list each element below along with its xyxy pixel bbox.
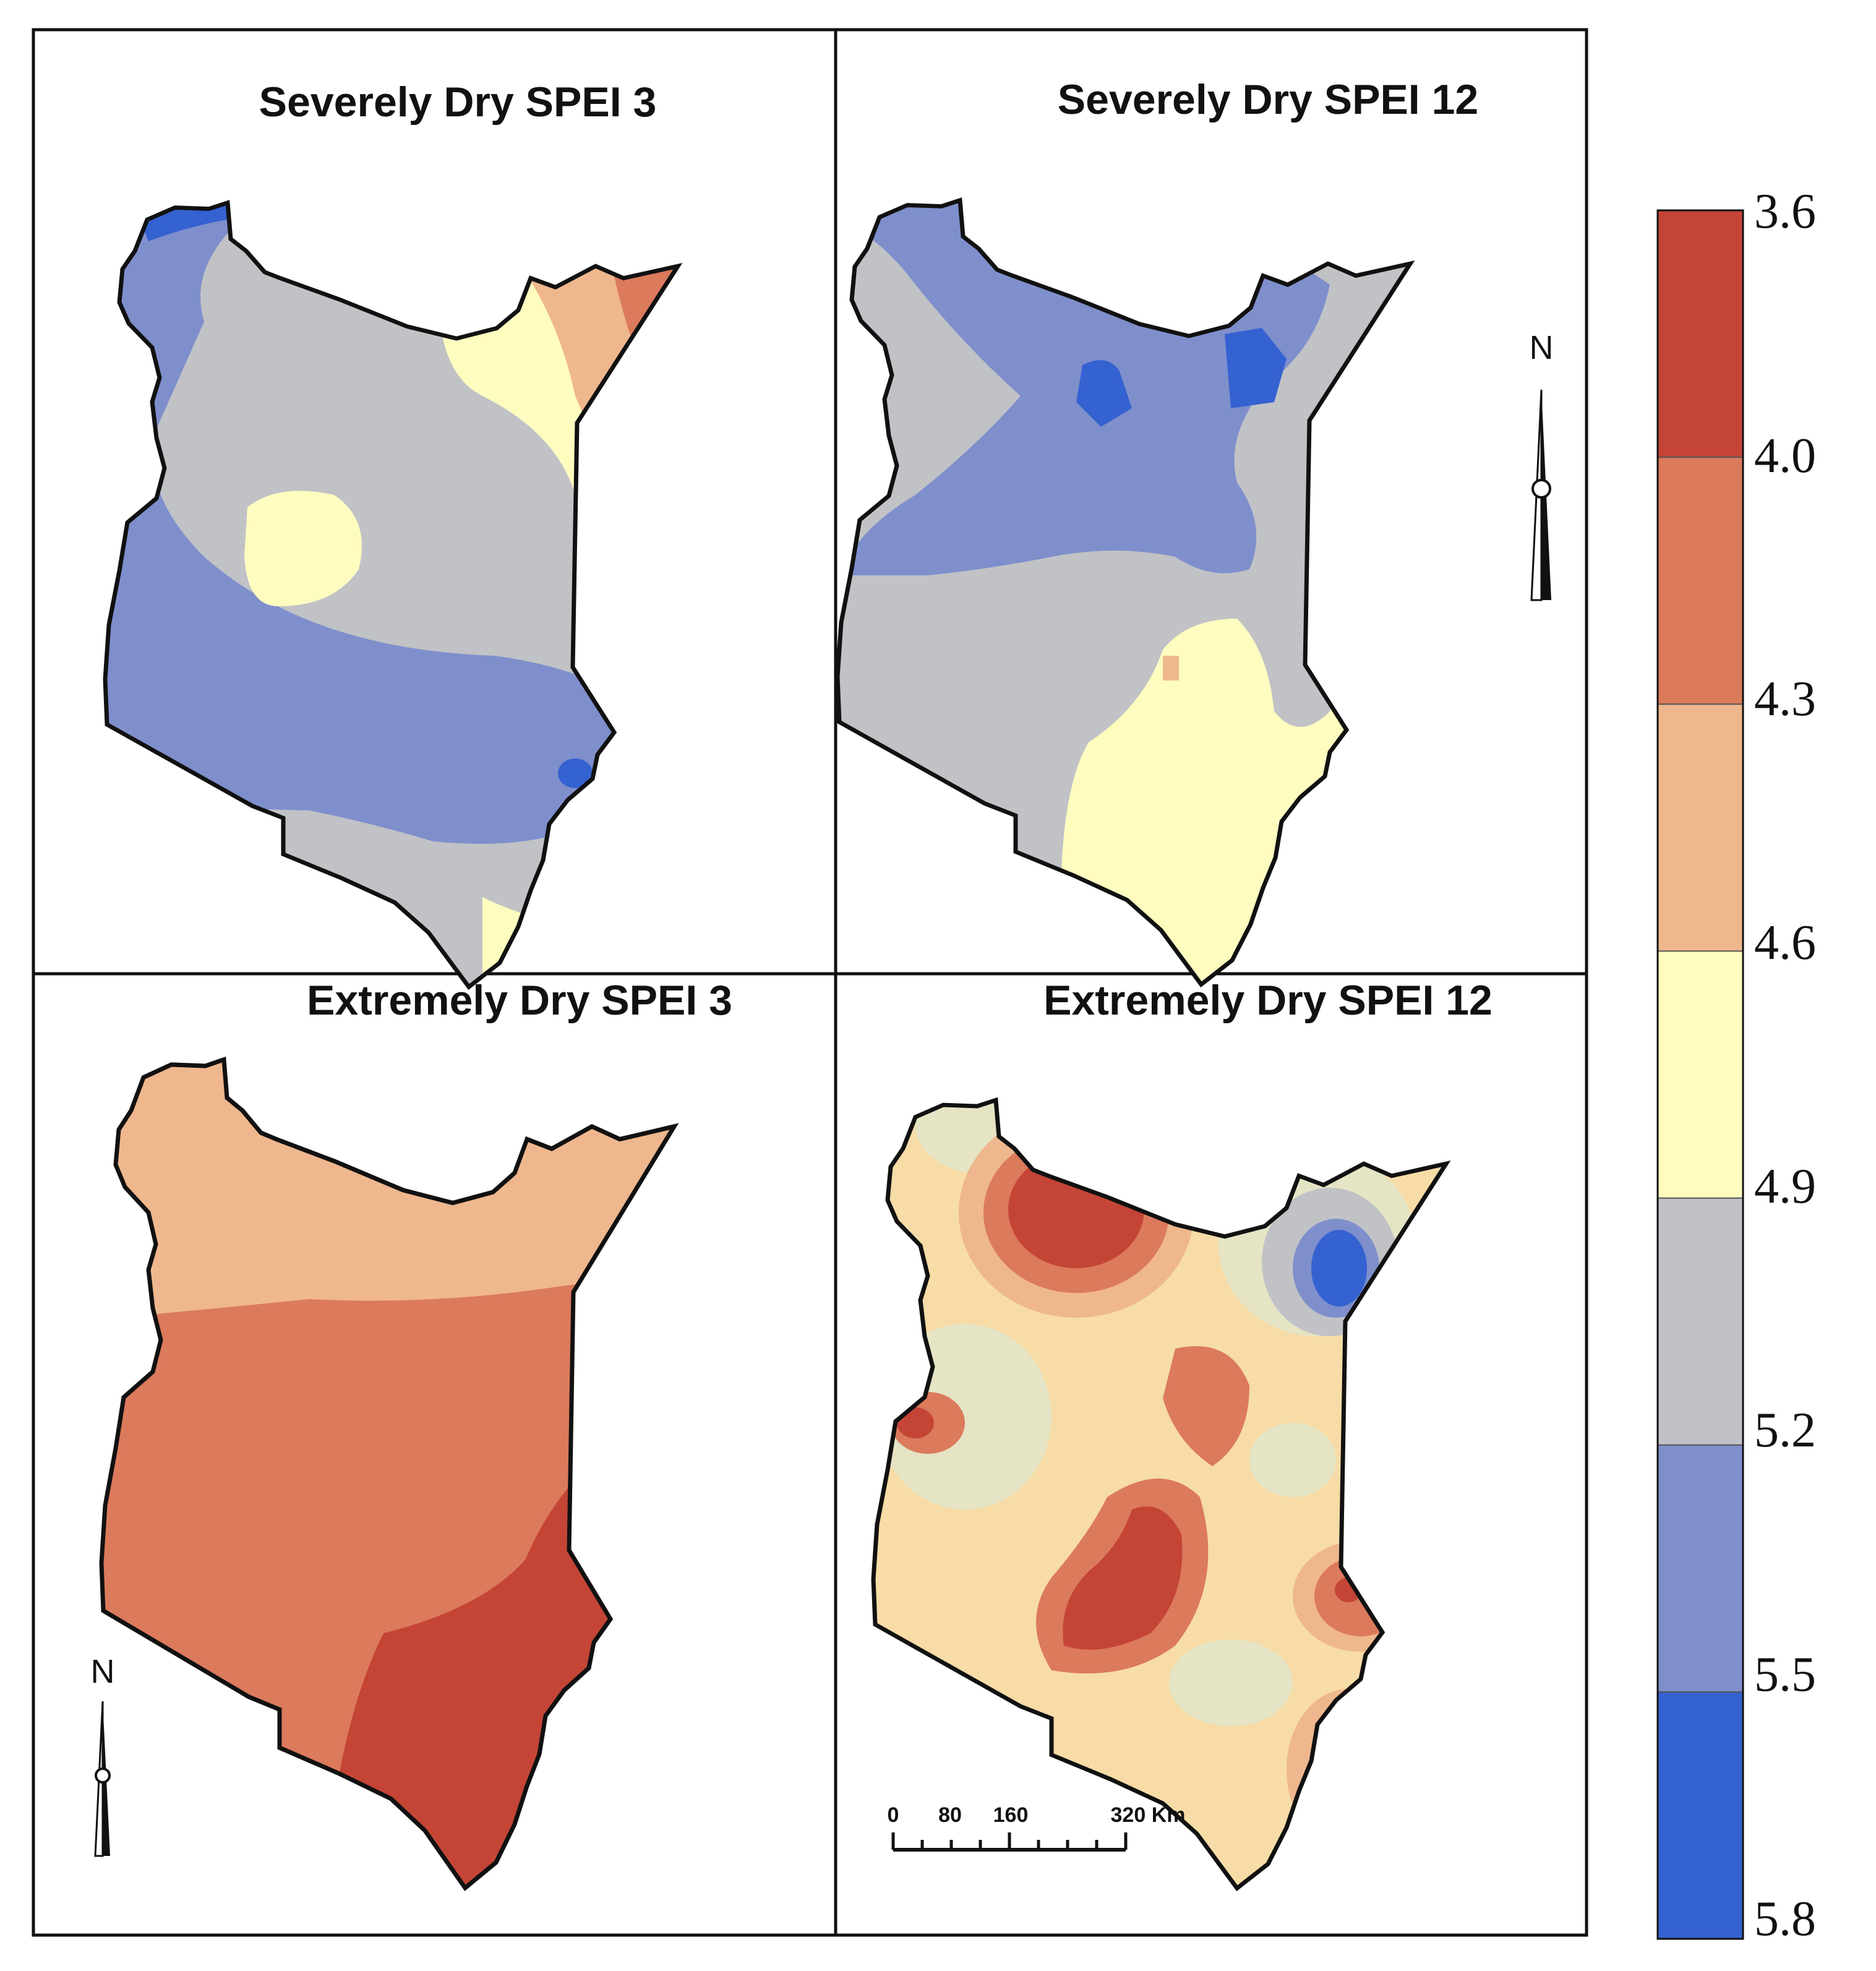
legend-swatch-5.2-5.5: [1658, 1445, 1743, 1693]
scale-label-160: 160: [993, 1803, 1029, 1827]
choropleth-ext3: [101, 1059, 674, 1888]
choropleth-ext12: [873, 1100, 1446, 1889]
legend-tick-label: 4.3: [1754, 672, 1816, 726]
scale-bar-ticks: [891, 1832, 1128, 1850]
legend-swatch-3.6-4.0: [1658, 210, 1743, 458]
legend-tick-label: 4.9: [1754, 1159, 1816, 1214]
scale-label-0: 0: [888, 1803, 899, 1827]
legend-swatch-4.0-4.3: [1658, 457, 1743, 705]
north-arrow-label-bottom: N: [91, 1653, 115, 1690]
scale-label-320: 320 Km: [1111, 1803, 1186, 1827]
legend-tick-label: 4.6: [1754, 916, 1816, 970]
legend-tick-label: 5.2: [1754, 1403, 1816, 1458]
north-arrow-label-top: N: [1530, 329, 1554, 366]
panel-title-sev12: Severely Dry SPEI 12: [1058, 76, 1478, 123]
panel-title-ext12: Extremely Dry SPEI 12: [1043, 977, 1493, 1024]
north-arrow-bottom: N: [91, 1653, 115, 1857]
legend-tick-label: 3.6: [1754, 184, 1816, 239]
north-arrow-top: N: [1530, 329, 1554, 601]
scale-bar: 0 80 160 320 Km: [888, 1803, 1186, 1852]
north-arrow-hub: [1531, 479, 1551, 499]
north-arrow-hub-b: [95, 1767, 111, 1784]
panel-title-ext3: Extremely Dry SPEI 3: [307, 977, 732, 1024]
legend-tick-label: 5.8: [1754, 1892, 1816, 1946]
map-panel-extremely-dry-spei12: Extremely Dry SPEI 12: [823, 977, 1493, 1918]
legend-tick-label: 5.5: [1754, 1647, 1816, 1702]
legend-frame: [1656, 209, 1744, 1940]
scale-label-80: 80: [938, 1803, 962, 1827]
legend-ticks: 3.6 4.0 4.3 4.6 4.9 5.2 5.5 5.8: [1754, 184, 1816, 1946]
legend-swatch-4.6-4.9: [1658, 951, 1743, 1199]
legend-swatches: [1658, 210, 1743, 1939]
map-panel-extremely-dry-spei3: Extremely Dry SPEI 3: [49, 977, 732, 1918]
color-legend: 3.6 4.0 4.3 4.6 4.9 5.2 5.5 5.8: [1656, 184, 1816, 1946]
panel-title-sev3: Severely Dry SPEI 3: [259, 79, 657, 126]
legend-swatch-5.5-5.8: [1658, 1691, 1743, 1939]
legend-swatch-4.9-5.2: [1658, 1198, 1743, 1446]
legend-tick-label: 4.0: [1754, 429, 1816, 483]
legend-swatch-4.3-4.6: [1658, 704, 1743, 951]
